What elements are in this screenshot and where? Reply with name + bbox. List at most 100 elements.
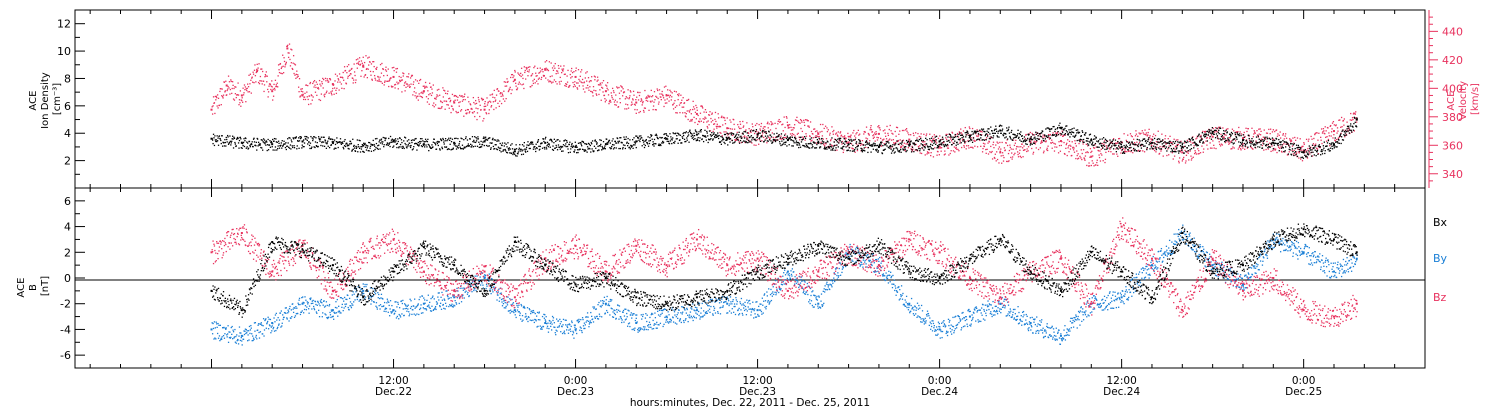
data-point [535, 150, 537, 153]
data-point [1216, 136, 1219, 138]
data-point [422, 92, 424, 95]
data-point [974, 131, 976, 133]
data-point [852, 144, 854, 147]
data-point [1097, 164, 1099, 167]
data-point [714, 111, 717, 114]
data-point [986, 137, 988, 139]
data-point [1064, 134, 1067, 136]
data-point [315, 137, 317, 139]
data-point [1079, 155, 1081, 158]
data-point [898, 143, 900, 146]
data-point [262, 141, 264, 143]
data-point [563, 73, 566, 76]
data-point [699, 118, 701, 120]
data-point [704, 135, 707, 137]
data-point [865, 140, 868, 142]
data-point [715, 120, 717, 123]
data-point [267, 88, 269, 91]
data-point [499, 142, 501, 145]
data-point [604, 101, 606, 103]
data-point [1048, 127, 1050, 130]
data-point [845, 140, 848, 143]
data-point [521, 144, 524, 146]
data-point [1299, 138, 1301, 140]
data-point [946, 147, 949, 149]
data-point [578, 148, 581, 150]
data-point [622, 144, 625, 146]
data-point [933, 134, 935, 136]
data-point [478, 99, 480, 101]
data-point [325, 147, 328, 149]
data-point [1219, 145, 1222, 147]
data-point [822, 123, 824, 126]
data-point [780, 144, 782, 147]
data-point [1343, 124, 1345, 126]
data-point [642, 141, 645, 143]
data-point [413, 91, 415, 93]
data-point [863, 147, 865, 149]
data-point [217, 137, 219, 139]
data-point [1157, 138, 1159, 140]
data-point [786, 117, 788, 119]
data-point [468, 145, 470, 147]
data-point [216, 140, 219, 142]
data-point [278, 147, 281, 149]
data-point [793, 127, 795, 129]
data-point [522, 83, 525, 85]
data-point [474, 115, 476, 118]
data-point [247, 83, 249, 85]
data-point [934, 139, 936, 141]
data-point [722, 138, 724, 141]
data-point [936, 154, 938, 156]
data-point [788, 137, 791, 139]
data-point [280, 144, 282, 146]
data-point [393, 139, 396, 141]
data-point [667, 140, 670, 143]
data-point [707, 141, 709, 144]
data-point [361, 70, 363, 72]
data-point [983, 130, 985, 133]
data-point [986, 133, 988, 135]
data-point [676, 135, 678, 137]
data-point [422, 140, 424, 142]
data-point [601, 149, 603, 151]
data-point [718, 141, 721, 144]
data-point [560, 145, 562, 148]
data-point [250, 79, 252, 81]
data-point [1024, 140, 1027, 143]
data-point [929, 133, 931, 135]
data-point [667, 89, 669, 91]
data-point [1032, 153, 1034, 155]
data-point [889, 145, 891, 148]
data-point [233, 87, 235, 90]
data-point [356, 67, 358, 69]
data-point [310, 147, 313, 150]
data-point [459, 110, 462, 112]
data-point [459, 146, 461, 148]
data-point [1137, 150, 1139, 152]
data-point [390, 141, 392, 143]
data-point [686, 99, 688, 102]
data-point [710, 121, 713, 123]
data-point [309, 82, 311, 85]
data-point [1168, 145, 1170, 147]
data-point [428, 103, 430, 105]
data-point [907, 140, 910, 143]
data-point [416, 80, 419, 82]
data-point [1149, 141, 1152, 143]
data-point [345, 83, 348, 85]
data-point [846, 142, 848, 145]
data-point [837, 138, 839, 140]
data-point [1269, 142, 1271, 144]
data-point [642, 102, 644, 104]
data-point [949, 136, 951, 139]
data-point [1138, 142, 1141, 144]
data-point [1040, 132, 1042, 134]
data-point [444, 138, 447, 140]
data-point [1169, 145, 1172, 147]
data-point [417, 141, 419, 144]
data-point [1148, 142, 1151, 144]
data-point [764, 139, 766, 141]
data-point [1340, 126, 1342, 128]
